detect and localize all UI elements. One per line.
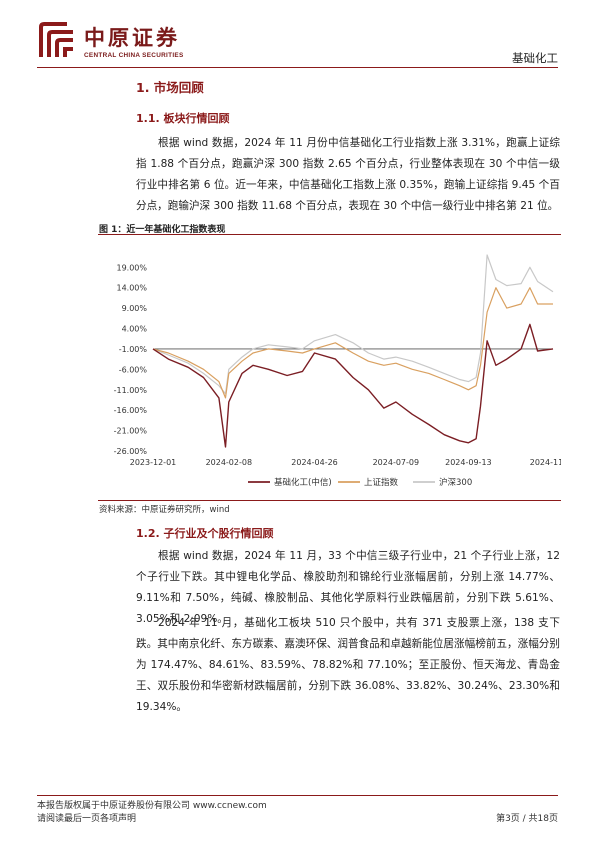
y-tick-label: -6.00% [119, 365, 148, 374]
x-tick-label: 2024-11-29 [530, 458, 561, 467]
subsection-title-sector: 1.1. 板块行情回顾 [136, 112, 230, 125]
logo-chinese: 中原证券 [84, 25, 180, 50]
legend-label: 上证指数 [364, 477, 399, 488]
footer-divider [37, 795, 558, 796]
y-tick-label: -1.00% [119, 345, 148, 354]
y-tick-label: -16.00% [114, 406, 148, 415]
figure-title: 图 1：近一年基础化工指数表现 [99, 225, 226, 235]
paragraph-stocks: 2024 年 11 月，基础化工板块 510 只个股中，共有 371 支股票上涨… [136, 617, 560, 713]
header-divider [37, 67, 558, 68]
legend-label: 沪深300 [439, 477, 472, 488]
y-tick-label: 9.00% [122, 304, 148, 313]
company-logo-icon [37, 21, 77, 61]
x-tick-label: 2023-12-01 [130, 458, 177, 467]
y-tick-label: -21.00% [114, 427, 148, 436]
footer-disclaimer: 请阅读最后一页各项声明 [37, 814, 137, 824]
page-number: 第3页 / 共18页 [496, 814, 558, 824]
x-tick-label: 2024-02-08 [206, 458, 253, 467]
industry-label: 基础化工 [512, 51, 558, 65]
x-tick-label: 2024-04-26 [291, 458, 338, 467]
footer-copyright: 本报告版权属于中原证券股份有限公司 www.ccnew.com [37, 801, 267, 811]
paragraph-subindustry: 根据 wind 数据，2024 年 11 月，33 个中信三级子行业中，21 个… [136, 550, 560, 625]
series-line [152, 323, 554, 448]
x-tick-label: 2024-07-09 [373, 458, 420, 467]
subsection-title-subindustry: 1.2. 子行业及个股行情回顾 [136, 527, 274, 540]
paragraph-sector-review: 根据 wind 数据，2024 年 11 月份中信基础化工行业指数上涨 3.31… [136, 137, 560, 212]
index-performance-chart: 19.00% 14.00% 9.00% 4.00% -1.00% -6.00% -11.00… [114, 254, 561, 488]
series-line [152, 287, 553, 399]
y-tick-label: 19.00% [116, 263, 147, 272]
y-tick-label: 4.00% [122, 325, 148, 334]
legend-label: 基础化工(中信) [274, 477, 332, 488]
y-tick-label: -26.00% [114, 447, 148, 456]
figure-top-rule [98, 234, 561, 235]
series-line [152, 254, 554, 395]
y-tick-label: -11.00% [114, 386, 148, 395]
section-title: 1. 市场回顾 [136, 80, 204, 95]
logo-english: CENTRAL CHINA SECURITIES [84, 52, 184, 59]
figure-bottom-rule [98, 500, 561, 501]
figure-source: 资料来源：中原证券研究所，wind [99, 505, 230, 515]
x-tick-label: 2024-09-13 [445, 458, 492, 467]
y-tick-label: 14.00% [116, 284, 147, 293]
